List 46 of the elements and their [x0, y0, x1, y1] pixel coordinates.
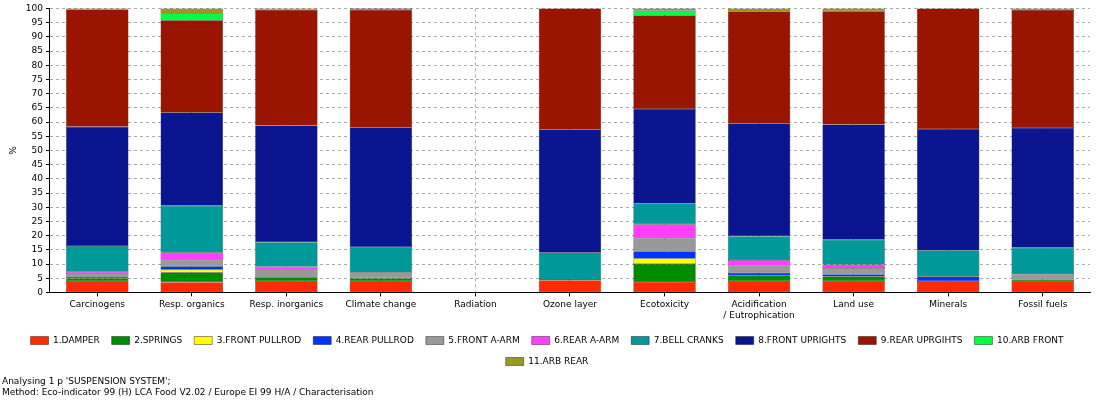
legend-label: 4.REAR PULLROD — [335, 334, 414, 345]
x-tick-label: Fossil fuels — [1018, 299, 1068, 310]
legend-label: 5.FRONT A-ARM — [448, 334, 520, 345]
x-tick-label: Minerals — [929, 299, 968, 310]
y-tick-label: 20 — [31, 229, 44, 240]
x-tick-label: Radiation — [454, 299, 497, 310]
legend-label: 9.REAR UPRGIHTS — [880, 334, 963, 345]
y-tick-label: 55 — [31, 130, 43, 141]
y-tick-label: 5 — [37, 272, 43, 283]
y-tick-label: 35 — [31, 187, 43, 198]
x-tick-label: Land use — [833, 299, 875, 310]
y-axis-title: % — [7, 145, 18, 155]
text: Method: Eco-indicator 99 (H) LCA Food V2.02 / Europe EI 99 H/A / Characterisation — [2, 387, 375, 398]
legend-label: 1.DAMPER — [53, 334, 100, 345]
y-tick-label: 25 — [31, 215, 43, 226]
y-tick-label: 80 — [31, 59, 44, 70]
y-tick-label: 100 — [25, 2, 44, 13]
y-tick-label: 90 — [31, 31, 44, 42]
y-tick-label: 10 — [31, 258, 44, 269]
x-tick-label: Resp. organics — [158, 299, 225, 310]
y-tick-label: 30 — [31, 201, 44, 212]
y-tick-label: 15 — [31, 244, 43, 255]
y-tick-label: 70 — [31, 87, 44, 98]
y-tick-label: 60 — [31, 116, 44, 127]
text: Analysing 1 p 'SUSPENSION SYSTEM'; — [2, 376, 172, 387]
x-tick-label: Ozone layer — [542, 299, 598, 310]
y-tick-label: 40 — [31, 173, 44, 184]
legend-label: 6.REAR A-ARM — [554, 334, 620, 345]
legend-label: 10.ARB FRONT — [996, 334, 1064, 345]
y-tick-label: 85 — [31, 45, 43, 56]
y-tick-label: 45 — [31, 158, 43, 169]
x-tick-label: Ecotoxicity — [640, 299, 690, 310]
legend-label: 8.FRONT UPRIGHTS — [758, 334, 847, 345]
legend-label: 2.SPRINGS — [134, 334, 183, 345]
x-tick-label: Acidification / Eutrophication — [723, 299, 795, 320]
legend-label: 7.BELL CRANKS — [653, 334, 725, 345]
legend-label: 3.FRONT PULLROD — [216, 334, 302, 345]
y-tick-label: 0 — [37, 286, 44, 297]
y-tick-label: 65 — [31, 102, 43, 113]
x-tick-label: Carcinogens — [69, 299, 126, 310]
legend-label: 11.ARB REAR — [528, 355, 589, 366]
x-tick-label: Resp. inorganics — [249, 299, 324, 310]
x-tick-label: Climate change — [345, 299, 417, 310]
y-tick-label: 95 — [31, 16, 43, 27]
y-tick-label: 75 — [31, 73, 43, 84]
y-tick-label: 50 — [31, 144, 44, 155]
